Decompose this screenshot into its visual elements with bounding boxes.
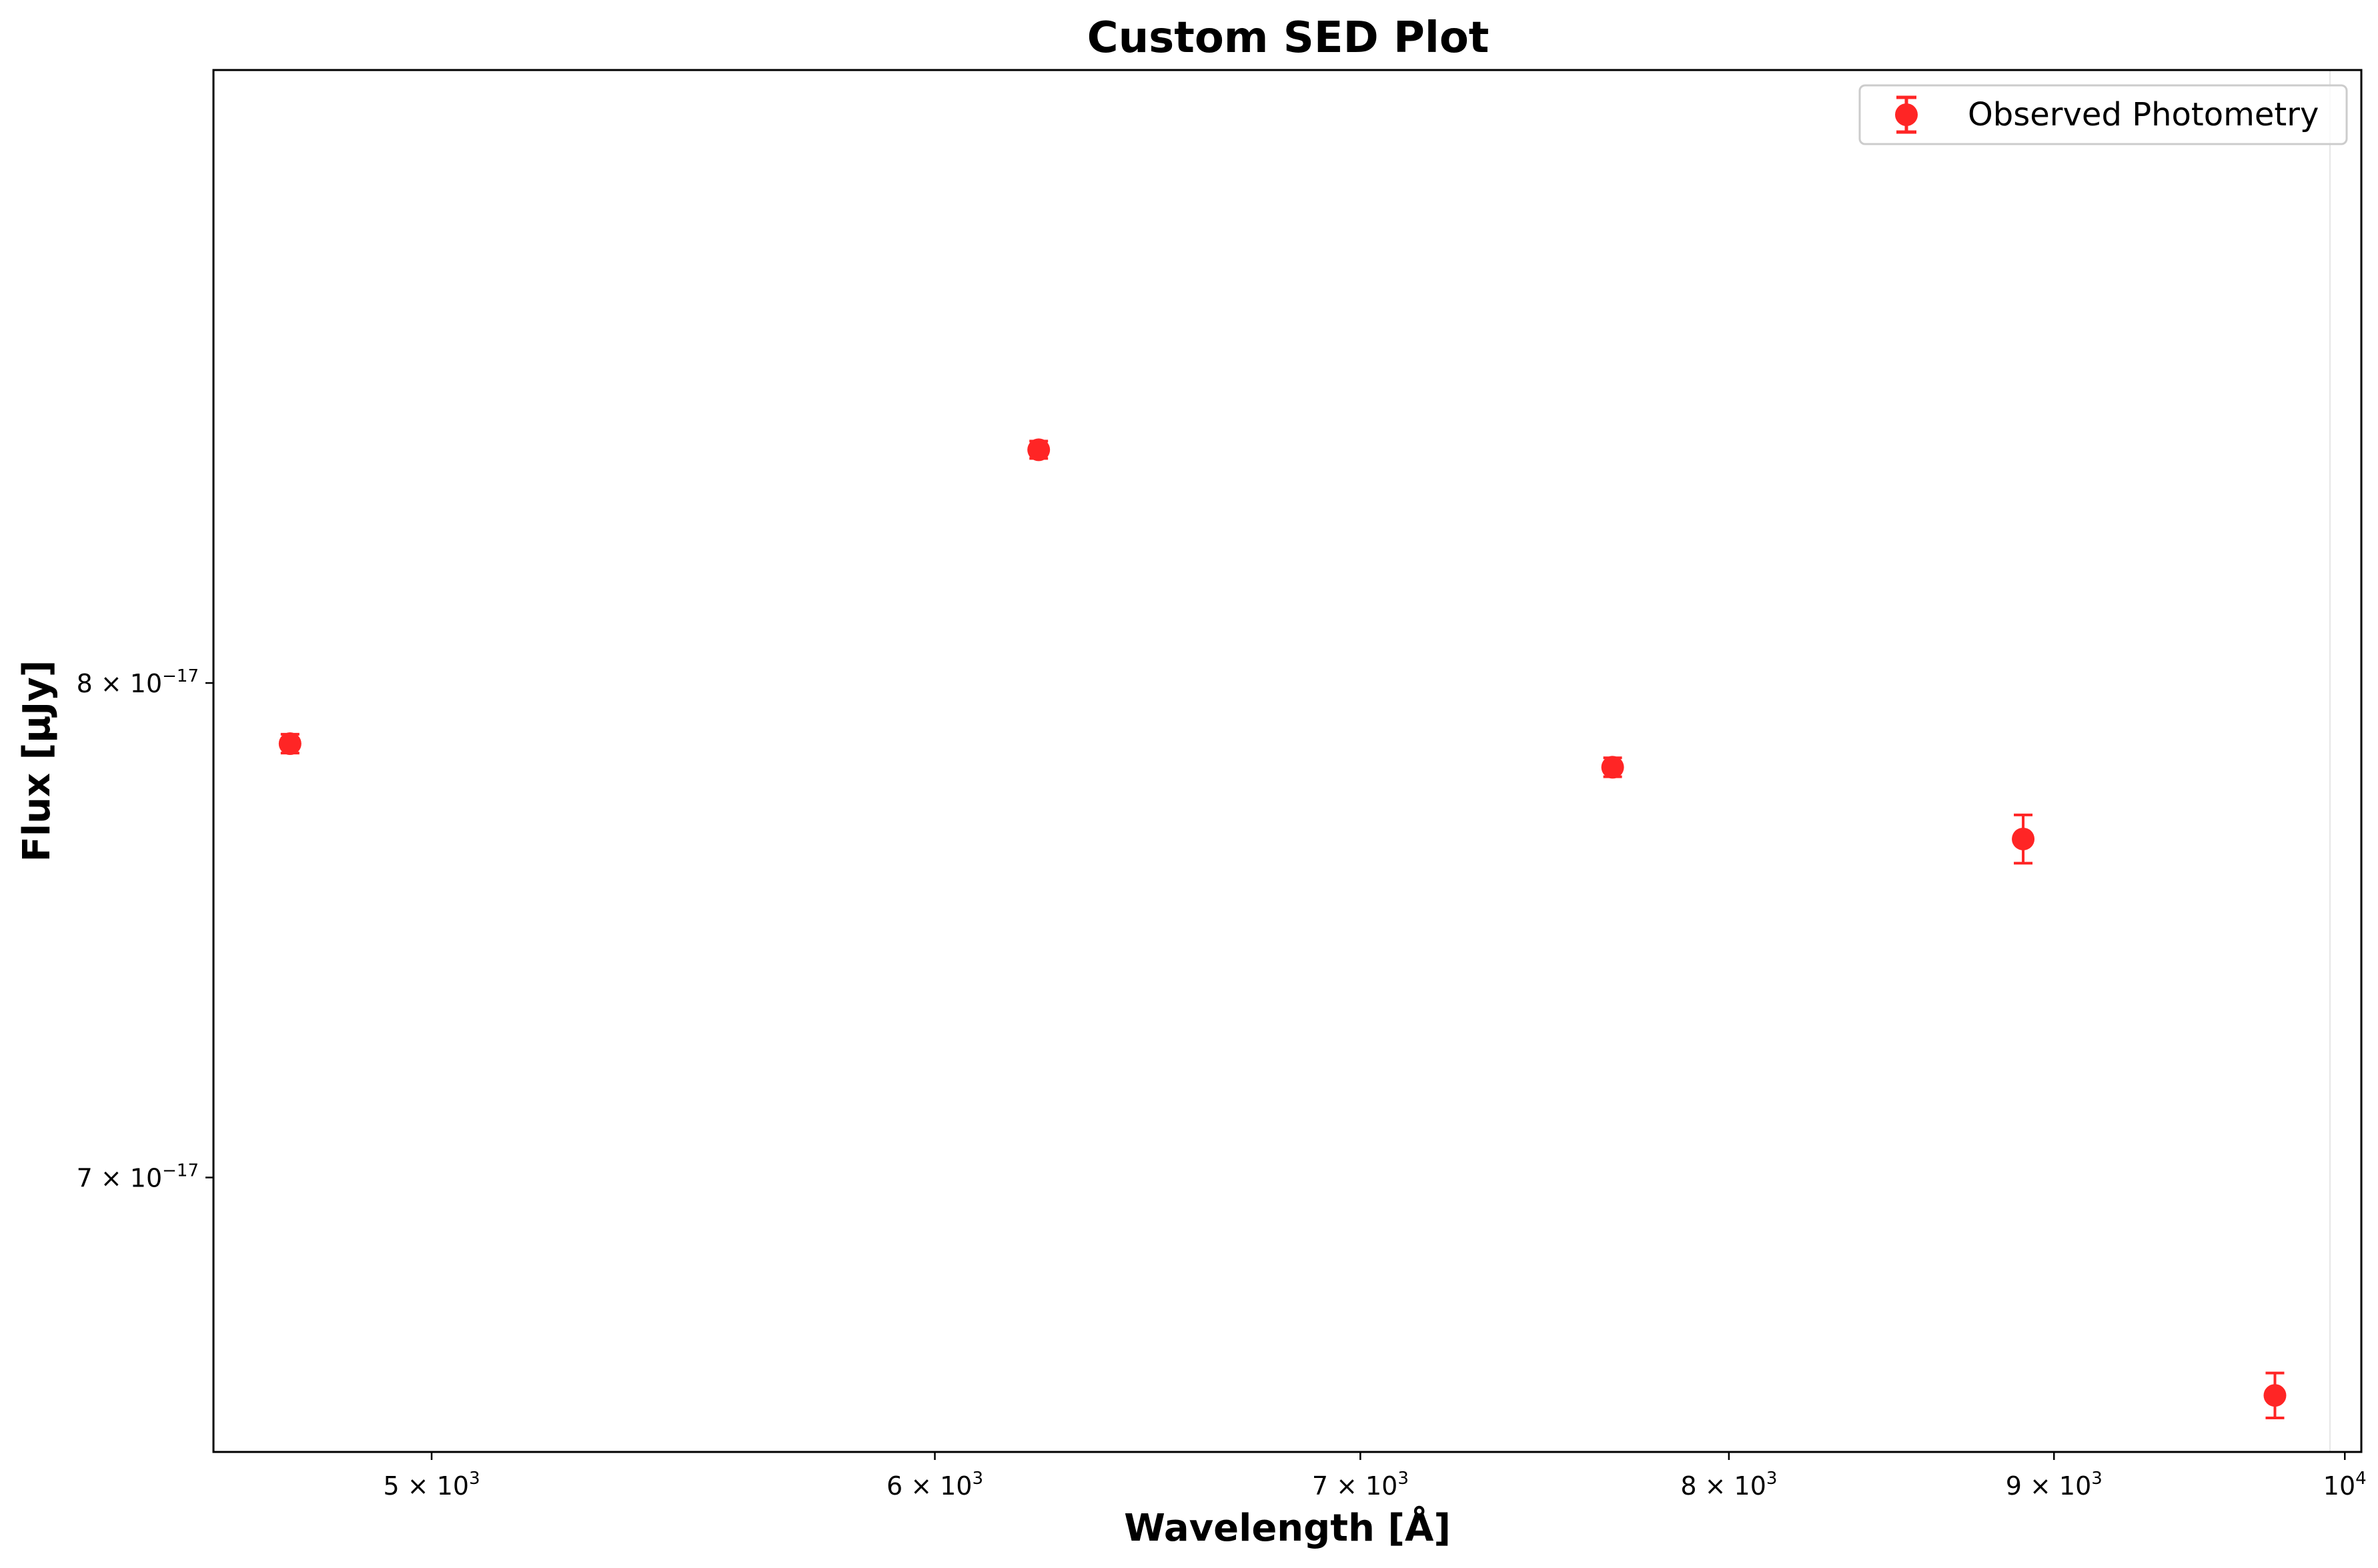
data-point — [2263, 1371, 2287, 1419]
x-tick-label: 8 × 103 — [1680, 1469, 1777, 1501]
point-marker — [278, 732, 302, 756]
data-points — [278, 438, 2287, 1419]
legend-frame — [1858, 84, 2348, 145]
plot-area: 5 × 103 6 × 103 7 × 103 8 × 103 9 × 103 104 8… — [77, 69, 2367, 1501]
plot-background — [213, 70, 2361, 1452]
legend: Observed Photometry — [1858, 84, 2348, 145]
legend-marker-symbol — [1895, 95, 1918, 134]
x-tick-label: 104 — [2323, 1469, 2367, 1501]
data-point — [1027, 438, 1051, 462]
legend-marker — [1895, 95, 1918, 134]
point-marker — [1601, 756, 1624, 779]
x-tick-label: 9 × 103 — [2006, 1469, 2103, 1501]
point-marker — [1027, 438, 1051, 462]
chart-title: Custom SED Plot — [1087, 13, 1490, 63]
x-tick-label: 6 × 103 — [886, 1469, 983, 1501]
x-axis-label: Wavelength [Å] — [1124, 1506, 1451, 1550]
legend-circle — [1895, 103, 1918, 126]
y-axis-label: Flux [μJy] — [15, 660, 59, 862]
point-marker — [2263, 1384, 2287, 1407]
x-tick-label: 5 × 103 — [384, 1469, 480, 1501]
data-point — [278, 732, 302, 756]
y-tick-label: 7 × 10−17 — [77, 1161, 199, 1193]
x-tick-label: 7 × 103 — [1312, 1469, 1409, 1501]
data-point — [1601, 756, 1624, 779]
y-ticks: 8 × 10−17 7 × 10−17 — [77, 666, 213, 1193]
point-marker — [2012, 827, 2035, 850]
x-ticks: 5 × 103 6 × 103 7 × 103 8 × 103 9 × 103 104 — [384, 1452, 2367, 1501]
plot-frame — [212, 69, 2363, 1453]
y-tick-label: 8 × 10−17 — [77, 666, 199, 698]
legend-label: Observed Photometry — [1968, 96, 2319, 133]
data-point — [2012, 813, 2035, 865]
